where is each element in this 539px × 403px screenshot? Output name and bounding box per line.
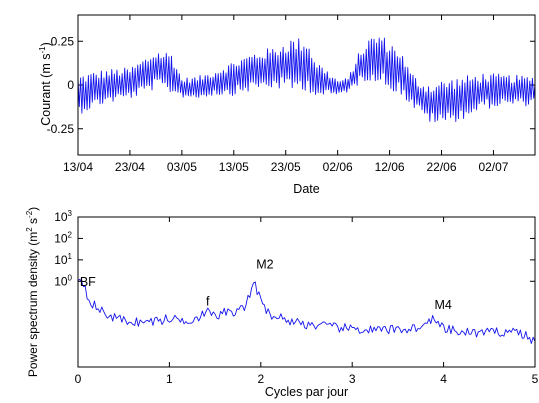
current-x-tick-label: 22/06: [427, 160, 457, 174]
current-x-tick-label: 02/06: [323, 160, 353, 174]
spectrum-peak-label: M2: [256, 257, 273, 271]
current-y-tick-label: -0.25: [47, 122, 75, 136]
spectrum-y-tick-label: 102: [54, 230, 72, 245]
current-x-tick-label: 12/06: [375, 160, 405, 174]
current-y-tick-label: 0: [67, 78, 74, 92]
spectrum-y-tick-label: 101: [54, 252, 72, 267]
spectrum-x-tick-label: 4: [440, 372, 447, 386]
current-ylabel: Courant (m s-1): [38, 42, 53, 126]
spectrum-x-tick-label: 1: [166, 372, 173, 386]
spectrum-y-tick-label: 103: [54, 209, 72, 224]
spectrum-ylabel: Power spectrum density (m2 s-2): [25, 207, 40, 377]
spectrum-peak-label: f: [206, 294, 210, 308]
spectrum-peak-label: BF: [80, 275, 96, 289]
current-x-tick-label: 03/05: [167, 160, 197, 174]
current-xlabel: Date: [293, 182, 319, 196]
spectrum-x-tick-label: 2: [257, 372, 264, 386]
spectrum-series-line: [77, 278, 536, 344]
current-x-tick-label: 02/07: [478, 160, 508, 174]
current-x-tick-label: 23/04: [115, 160, 145, 174]
current-x-tick-label: 23/05: [271, 160, 301, 174]
current-chart: Courant (m s-1) 0.25 0 -0.25 13/04 23/04 03/…: [38, 14, 536, 196]
current-x-tick-label: 13/05: [219, 160, 249, 174]
current-y-tick-label: 0.25: [51, 34, 75, 48]
spectrum-plot-frame: [77, 216, 536, 368]
spectrum-x-tick-label: 5: [532, 372, 539, 386]
spectrum-chart: Power spectrum density (m2 s-2) 10310210…: [25, 207, 539, 399]
current-series-line: [77, 37, 536, 123]
current-plot-frame: [77, 14, 536, 156]
spectrum-y-tick-label: 100: [54, 273, 72, 288]
spectrum-peak-label: M4: [434, 298, 451, 312]
current-x-tick-label: 13/04: [63, 160, 93, 174]
spectrum-x-tick-label: 0: [75, 372, 82, 386]
spectrum-xlabel: Cycles par jour: [265, 385, 348, 399]
spectrum-x-tick-label: 3: [349, 372, 356, 386]
